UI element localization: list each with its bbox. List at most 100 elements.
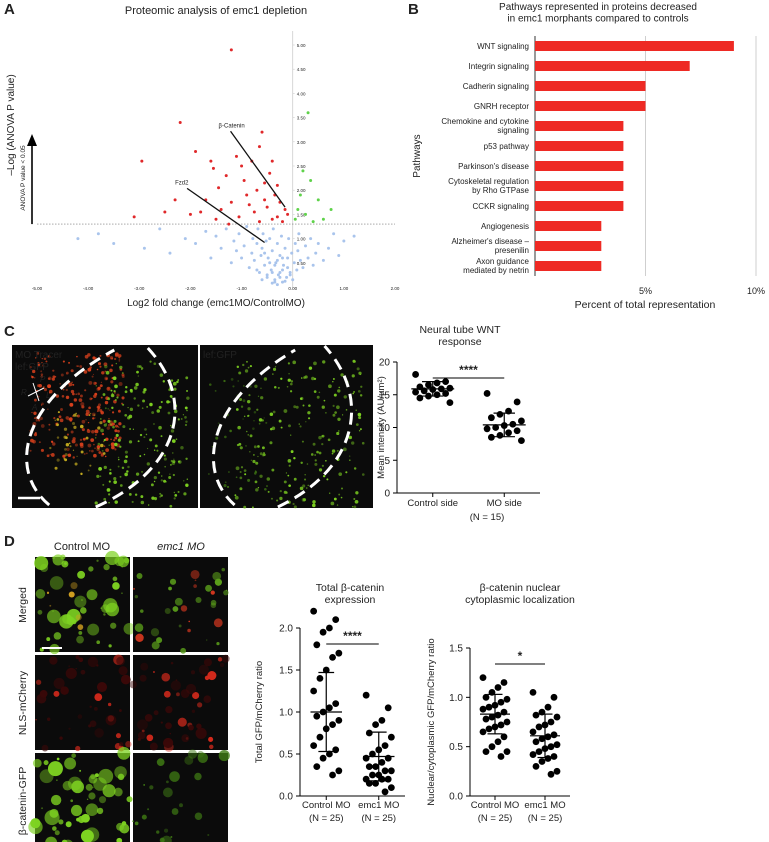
data-point	[311, 220, 315, 224]
micrograph-speck	[272, 410, 276, 414]
y-tick-label: 0.0	[449, 792, 463, 803]
micrograph-speck	[179, 803, 183, 808]
micrograph-speck	[106, 426, 111, 430]
micrograph-speck	[349, 459, 351, 462]
micrograph-speck	[96, 410, 99, 413]
micrograph-speck	[80, 607, 87, 614]
micrograph-speck	[257, 455, 259, 458]
micrograph-speck	[100, 410, 104, 415]
data-point	[240, 164, 244, 168]
micrograph-speck	[47, 609, 61, 624]
data-point	[378, 759, 386, 766]
micrograph-speck	[349, 455, 351, 457]
micrograph-speck	[75, 668, 77, 670]
chart-title: Proteomic analysis of emc1 depletion	[125, 5, 307, 17]
data-point	[446, 384, 454, 392]
data-point	[257, 270, 261, 274]
data-point	[518, 437, 525, 444]
micrograph-speck	[353, 390, 356, 393]
micrograph-speck	[79, 365, 83, 368]
data-point	[372, 721, 379, 728]
data-point	[503, 718, 511, 726]
data-point	[280, 256, 284, 260]
data-point	[503, 748, 511, 755]
micrograph-speck	[88, 406, 91, 410]
micrograph-speck	[94, 429, 98, 433]
micrograph-speck	[84, 354, 89, 359]
data-point	[544, 755, 552, 762]
micrograph-speck	[98, 768, 114, 784]
y-tick-label: 1.00	[297, 237, 306, 242]
y-axis-label: Nuclear/cytoplasmic GFP/mCherry ratio	[426, 638, 437, 805]
micrograph-speck	[92, 417, 95, 420]
n-label: (N = 25)	[478, 813, 513, 824]
data-point	[242, 244, 246, 248]
micrograph-speck	[236, 443, 240, 447]
micrograph-speck	[85, 803, 99, 817]
micrograph-speck	[293, 505, 297, 509]
data-point	[163, 210, 167, 214]
micrograph-speck	[144, 713, 153, 722]
micrograph-speck	[37, 362, 40, 365]
micrograph-speck	[169, 578, 177, 585]
data-point	[329, 654, 336, 661]
micrograph-speck	[80, 402, 85, 407]
y-tick-label: WNT signaling	[477, 42, 529, 51]
micrograph-speck	[290, 434, 292, 436]
data-point	[372, 780, 379, 787]
micrograph-speck	[355, 491, 359, 495]
micrograph-speck	[37, 609, 43, 615]
micrograph-speck	[101, 604, 110, 613]
data-point	[283, 279, 287, 283]
micrograph-speck	[86, 452, 88, 455]
micrograph-speck	[153, 475, 157, 480]
micrograph-speck	[216, 641, 220, 646]
micrograph-speck	[303, 478, 307, 481]
data-point	[242, 179, 246, 183]
data-point	[211, 166, 215, 170]
chart-title: Neural tube WNT response	[419, 324, 501, 348]
micrograph-speck	[88, 792, 96, 800]
micrograph-speck	[327, 438, 331, 442]
data-point	[381, 788, 389, 796]
data-point	[263, 181, 267, 185]
micrograph-speck	[313, 390, 317, 393]
micrograph-speck	[106, 386, 111, 391]
data-point	[257, 220, 261, 224]
micrograph-speck	[149, 785, 154, 790]
micrograph-speck	[86, 589, 98, 601]
micrograph-speck	[295, 405, 299, 409]
micrograph-speck	[274, 386, 277, 389]
data-point	[488, 743, 496, 751]
micrograph-speck	[98, 466, 103, 471]
micrograph-speck	[100, 418, 102, 420]
data-point	[142, 246, 146, 250]
micrograph-speck	[94, 417, 96, 419]
y-axis-label: Mean intensity (AU/µm²)	[376, 376, 387, 479]
micrograph-speck	[72, 456, 75, 459]
micrograph-speck	[325, 459, 327, 462]
micrograph-speck	[41, 358, 43, 360]
micrograph-speck	[102, 452, 106, 455]
micrograph-speck	[173, 387, 177, 391]
micrograph-speck	[173, 409, 178, 414]
micrograph-speck	[150, 628, 160, 637]
micrograph-speck	[124, 450, 128, 454]
micrograph-speck	[285, 491, 288, 495]
y-tick-label: 3.50	[297, 116, 306, 121]
micrograph-speck	[177, 717, 187, 727]
data-point	[178, 120, 182, 124]
micrograph-speck	[97, 442, 101, 446]
micrograph-speck	[116, 396, 119, 399]
micrograph-speck	[43, 388, 48, 392]
micrograph-speck	[180, 445, 184, 450]
data-point	[387, 733, 395, 741]
micrograph-speck	[259, 452, 263, 456]
micrograph-speck	[251, 506, 254, 509]
micrograph-speck	[41, 807, 44, 810]
data-point	[275, 258, 279, 262]
data-point	[479, 705, 487, 713]
micrograph-speck	[180, 647, 187, 654]
micrograph-speck	[112, 411, 114, 414]
micrograph-speck	[209, 744, 214, 750]
